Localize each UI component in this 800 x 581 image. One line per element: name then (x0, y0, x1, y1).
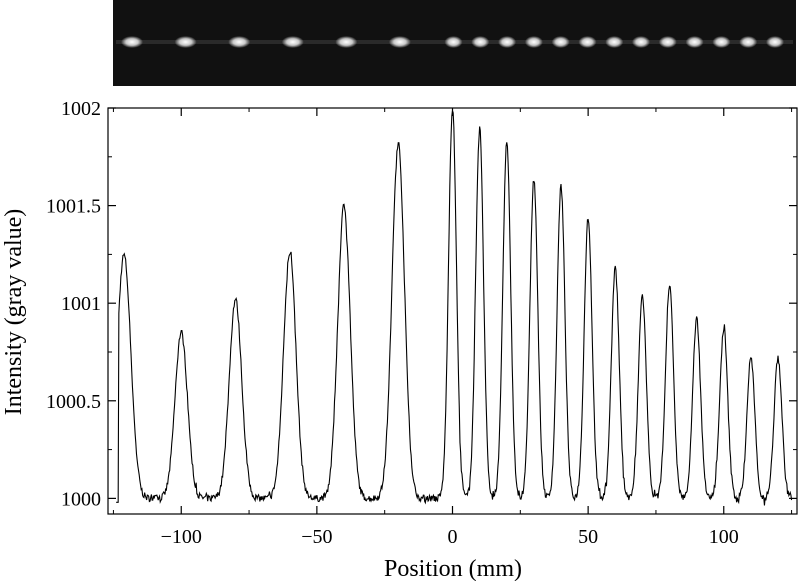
axes: −100 −50 0 50 100 1000 1000.5 1001 1001.5 1002 (46, 98, 798, 548)
plot-frame (107, 107, 798, 515)
strip-spot (444, 36, 463, 48)
x-tick-label: −100 (161, 526, 202, 548)
strip-spot (551, 36, 570, 48)
strip-spot (712, 36, 731, 48)
x-tick-label: −50 (301, 526, 332, 548)
plot-area (116, 110, 793, 506)
y-tick-label: 1000 (61, 488, 101, 510)
y-tick-label: 1001 (61, 293, 101, 315)
y-axis-label: Intensity (gray value) (1, 209, 27, 416)
strip-spot (471, 36, 490, 48)
strip-spot (632, 36, 650, 48)
y-tick-label: 1000.5 (46, 391, 101, 413)
strip-spot (498, 36, 517, 48)
strip-spot (335, 36, 358, 48)
y-tick-label: 1001.5 (46, 196, 101, 218)
x-tick-label: 100 (709, 526, 739, 548)
intensity-profile-line (116, 110, 793, 506)
strip-spot (121, 36, 143, 48)
strip-spot (739, 36, 758, 48)
strip-spot (605, 36, 624, 48)
strip-spot (174, 36, 197, 48)
strip-spot (685, 36, 704, 48)
strip-spot (388, 36, 411, 48)
phantom-image-strip (113, 0, 796, 86)
x-tick-label: 50 (578, 526, 598, 548)
strip-spot (524, 36, 543, 48)
strip-spot (281, 36, 304, 48)
strip-spot (578, 36, 597, 48)
strip-spot (658, 36, 677, 48)
strip-spot (766, 36, 784, 48)
strip-spot (228, 36, 251, 48)
y-tick-label: 1002 (61, 98, 101, 120)
x-tick-label: 0 (448, 526, 458, 548)
x-axis-label: Position (mm) (384, 556, 522, 581)
